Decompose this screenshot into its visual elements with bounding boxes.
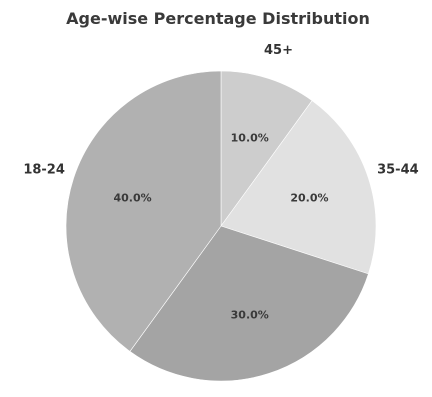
pie-value-labels: 10.0% 20.0% 30.0% 40.0%	[113, 132, 328, 322]
pie-slice-0	[220, 70, 313, 227]
pie-slice-1	[220, 100, 377, 275]
pie-value-label-2: 30.0%	[231, 308, 269, 321]
pie-category-label-0: 45+	[264, 43, 293, 58]
chart-title: Age-wise Percentage Distribution	[66, 9, 370, 28]
pie-slice-2	[129, 225, 369, 382]
pie-slices	[65, 70, 377, 382]
pie-category-label-1: 35-44	[377, 163, 419, 178]
pie-category-label-3: 18-24	[23, 163, 65, 178]
pie-value-label-0: 10.0%	[231, 132, 269, 145]
pie-value-label-1: 20.0%	[290, 191, 328, 204]
pie-value-label-3: 40.0%	[113, 191, 151, 204]
pie-slice-3	[65, 70, 222, 352]
pie-category-labels: 45+35-4425-3418-24	[23, 43, 418, 397]
